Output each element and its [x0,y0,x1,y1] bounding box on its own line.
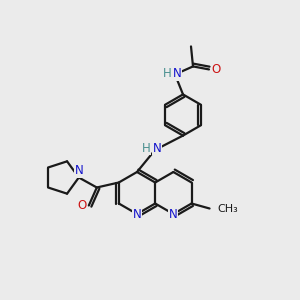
Text: CH₃: CH₃ [218,203,238,214]
Text: H: H [142,142,150,154]
Text: N: N [172,67,182,80]
Text: N: N [133,208,141,220]
Text: O: O [77,199,86,212]
Text: N: N [74,164,83,177]
Text: N: N [153,142,161,154]
Text: O: O [212,63,220,76]
Text: H: H [163,67,171,80]
Text: N: N [169,208,178,220]
